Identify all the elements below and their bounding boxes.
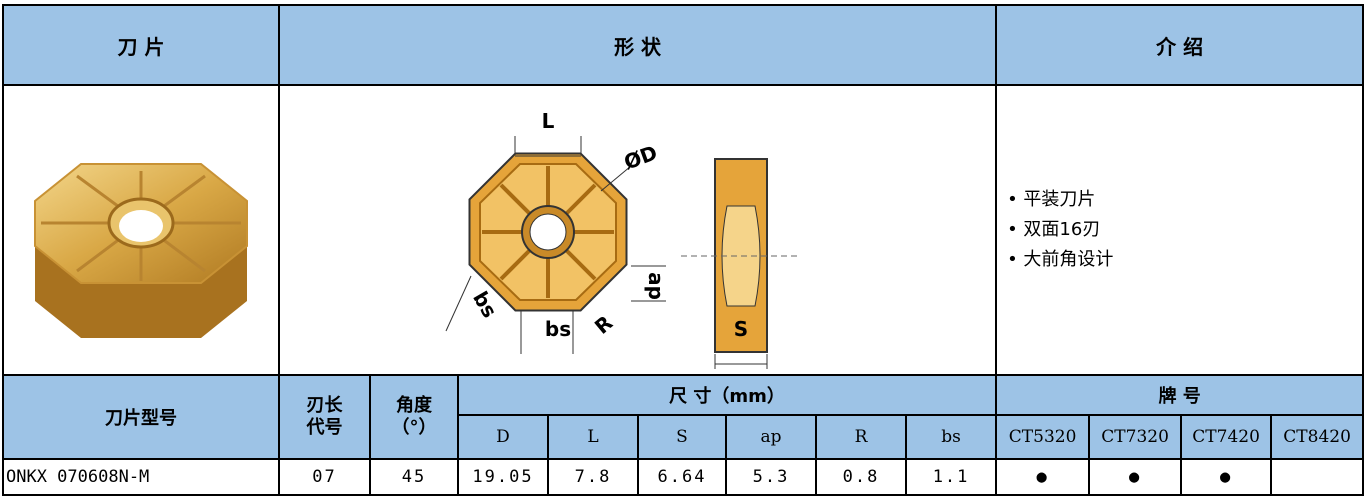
header-cell: 刀 片 (2, 4, 280, 86)
diagram-label: ØD (621, 140, 661, 174)
diagram-label: ap (644, 272, 668, 300)
size-column-header: ap (725, 414, 817, 460)
diagram-label: R (590, 310, 617, 338)
insert-photo-cell (2, 84, 280, 376)
column-header: 牌 号 (995, 374, 1365, 416)
size-column-header: D (457, 414, 549, 460)
size-column-header: R (815, 414, 907, 460)
intro-item: • 平装刀片 (1007, 189, 1096, 210)
edge-cell: 07 (278, 458, 371, 496)
size-cell: 19.05 (457, 458, 549, 496)
size-column-header: bs (904, 414, 998, 460)
grade-column-header: CT7420 (1180, 414, 1273, 460)
column-header: 尺 寸（mm） (456, 374, 998, 416)
intro-cell: • 平装刀片 • 双面16刃 • 大前角设计 (995, 84, 1365, 376)
diagram-label: bs (545, 317, 571, 341)
diagram-label: S (734, 317, 748, 341)
column-header: 刀片型号 (2, 374, 280, 460)
diagram-label: L (542, 109, 555, 133)
spec-table: 刀 片 形 状 介 绍 L ØD ap bs bs R S • 平装刀片 • 双… (2, 4, 1365, 496)
grade-cell: ● (1180, 458, 1273, 496)
grade-cell (1270, 458, 1365, 496)
size-cell: 7.8 (547, 458, 639, 496)
header-cell: 形 状 (277, 4, 998, 86)
size-cell: 1.1 (904, 458, 998, 496)
size-column-header: L (547, 414, 639, 460)
shape-diagram-cell: L ØD ap bs bs R S (277, 84, 998, 376)
model-cell: ONKX 070608N-M (2, 458, 280, 496)
intro-item: • 大前角设计 (1007, 249, 1114, 270)
grade-column-header: CT8420 (1270, 414, 1365, 460)
size-cell: 5.3 (725, 458, 817, 496)
column-header: 角度 （°） (369, 374, 459, 460)
size-cell: 0.8 (815, 458, 907, 496)
insert-photo (34, 163, 248, 338)
grade-cell: ● (995, 458, 1091, 496)
size-column-header: S (637, 414, 727, 460)
grade-column-header: CT5320 (995, 414, 1091, 460)
size-cell: 6.64 (637, 458, 727, 496)
shape-diagram: L ØD ap bs bs R S (445, 109, 802, 369)
header-cell: 介 绍 (995, 4, 1365, 86)
data-row: ONKX 070608N-M 07 45 19.05 7.8 6.64 5.3 0.8 1.1 ●… (2, 458, 1365, 496)
intro-item: • 双面16刃 (1007, 219, 1101, 240)
angle-cell: 45 (369, 458, 459, 496)
column-header: 刃长 代号 (278, 374, 371, 460)
grade-cell: ● (1088, 458, 1183, 496)
grade-column-header: CT7320 (1088, 414, 1183, 460)
